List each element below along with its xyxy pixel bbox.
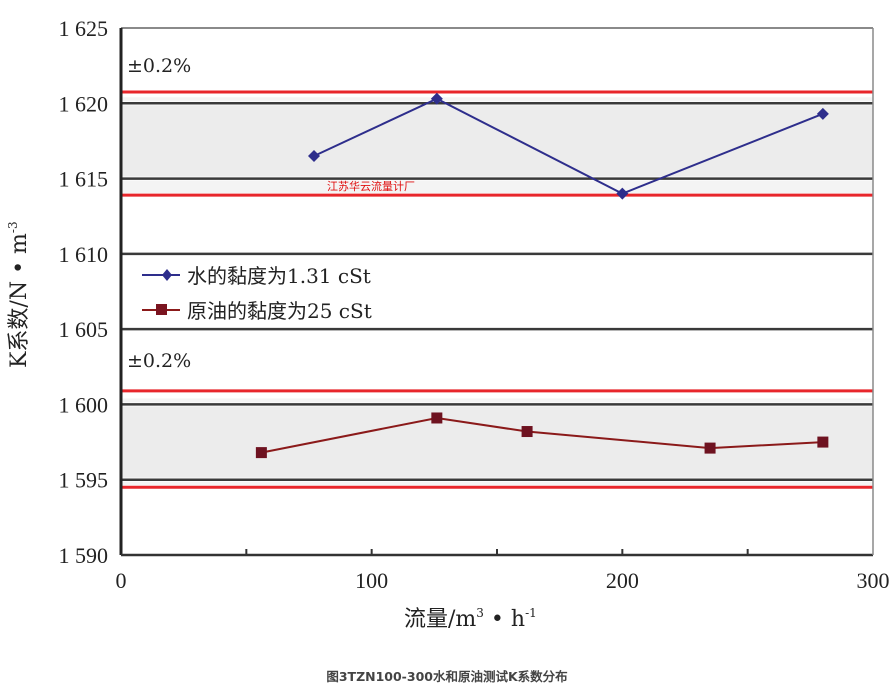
data-point-diamond-icon xyxy=(816,107,829,120)
y-axis-title-sup: -3 xyxy=(6,221,20,233)
data-point-square-icon xyxy=(704,442,716,454)
band-fill-1 xyxy=(121,406,873,478)
y-tick-label: 1 620 xyxy=(59,91,109,116)
band-halo-top-1 xyxy=(121,398,873,403)
x-tick-label: 0 xyxy=(116,568,127,593)
x-axis-title-main: 流量/m xyxy=(404,607,476,632)
tolerance-bands xyxy=(121,97,873,486)
data-point-diamond-icon xyxy=(308,149,321,162)
lower-band-label: ±0.2% xyxy=(127,350,191,372)
y-axis-title: K系数/N • m-3 xyxy=(6,221,32,368)
legend-water-diamond-icon xyxy=(162,269,172,281)
data-point-square-icon xyxy=(817,436,829,448)
y-tick-label: 1 615 xyxy=(59,167,109,192)
band-halo-bottom-1 xyxy=(121,481,873,486)
figure-caption: 图3TZN100-300水和原油测试K系数分布 xyxy=(326,669,568,684)
band-halo-bottom-0 xyxy=(121,180,873,194)
y-tick-labels: 1 590 1 595 1 600 1 605 1 610 1 615 1 620 1 625 xyxy=(59,16,109,568)
x-axis-title-mid: • h xyxy=(484,607,525,632)
y-tick-label: 1 610 xyxy=(59,242,109,267)
data-point-square-icon xyxy=(255,447,267,459)
band-fill-0 xyxy=(121,105,873,177)
x-tick-labels: 0 100 200 300 xyxy=(116,568,890,593)
y-tick-label: 1 605 xyxy=(59,317,109,342)
y-tick-label: 1 625 xyxy=(59,16,109,41)
data-series xyxy=(255,92,829,459)
axes xyxy=(119,28,874,557)
y-tick-label: 1 595 xyxy=(59,468,109,493)
grid-lines xyxy=(121,27,873,489)
x-tick-label: 300 xyxy=(857,568,890,593)
watermark-text: 江苏华云流量计厂 xyxy=(327,179,415,193)
legend-oil-label: 原油的黏度为25 cSt xyxy=(187,299,372,323)
series-line-0 xyxy=(313,97,824,195)
y-tick-label: 1 600 xyxy=(59,392,109,417)
y-tick-label: 1 590 xyxy=(59,543,109,568)
legend-oil-square-icon xyxy=(156,304,167,315)
band-halo-top-0 xyxy=(121,97,873,102)
data-point-diamond-icon xyxy=(616,187,629,200)
y-axis-title-main: K系数/N • m xyxy=(7,233,32,368)
data-point-square-icon xyxy=(431,412,443,424)
x-tick-label: 100 xyxy=(355,568,388,593)
legend-water-label: 水的黏度为1.31 cSt xyxy=(187,264,371,288)
x-axis-title-sup1: 3 xyxy=(476,606,484,620)
x-axis-title: 流量/m3 • h-1 xyxy=(404,606,537,632)
upper-band-label: ±0.2% xyxy=(127,55,191,77)
legend: 水的黏度为1.31 cSt 原油的黏度为25 cSt xyxy=(142,264,372,323)
x-axis-title-sup2: -1 xyxy=(525,606,537,620)
data-point-diamond-icon xyxy=(430,92,443,105)
x-tick-label: 200 xyxy=(606,568,639,593)
data-point-square-icon xyxy=(521,426,533,438)
